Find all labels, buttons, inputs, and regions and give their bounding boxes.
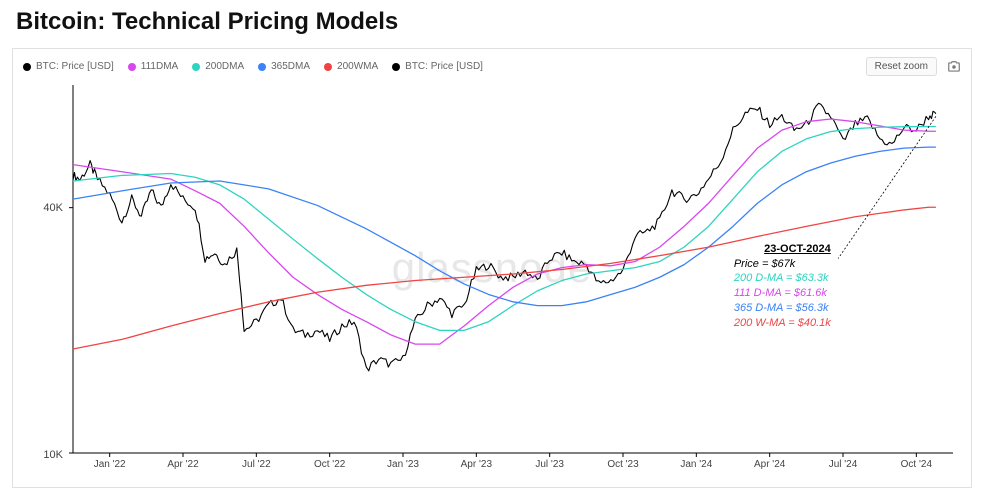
legend-dot-icon [258, 63, 266, 71]
callout-line [838, 116, 936, 258]
legend-controls: Reset zoom [866, 57, 961, 76]
legend-item[interactable]: 111DMA [128, 61, 178, 72]
x-tick-label: Jan '24 [680, 459, 712, 470]
legend-dot-icon [324, 63, 332, 71]
legend-item[interactable]: 200WMA [324, 61, 378, 72]
plot-area: 23-OCT-2024Price = $67k200 D-MA = $63.3k… [73, 85, 953, 453]
legend-label: BTC: Price [USD] [36, 61, 114, 72]
y-axis: 10K40K [13, 85, 69, 453]
x-tick-label: Oct '23 [607, 459, 638, 470]
camera-icon[interactable] [947, 60, 961, 74]
annotation-line: Price = $67k [734, 257, 831, 272]
reset-zoom-button[interactable]: Reset zoom [866, 57, 937, 76]
x-tick-label: Apr '24 [754, 459, 785, 470]
x-axis: Jan '22 Apr '22 Jul '22 Oct '22 Jan '23 Apr '… [73, 459, 953, 477]
legend-dot-icon [23, 63, 31, 71]
legend-row: BTC: Price [USD] 111DMA 200DMA 365DMA 200WMA… [13, 49, 971, 80]
annotation-date: 23-OCT-2024 [734, 242, 831, 257]
page-title: Bitcoin: Technical Pricing Models [0, 0, 984, 48]
legend-dot-icon [128, 63, 136, 71]
x-tick-label: Apr '23 [461, 459, 492, 470]
annotation-line: 365 D-MA = $56.3k [734, 301, 831, 316]
legend-label: 365DMA [271, 61, 310, 72]
legend-item[interactable]: BTC: Price [USD] [392, 61, 483, 72]
x-tick-label: Jan '23 [387, 459, 419, 470]
x-tick-label: Jul '24 [829, 459, 858, 470]
annotation-line: 200 D-MA = $63.3k [734, 271, 831, 286]
annotation-line: 111 D-MA = $61.6k [734, 286, 831, 301]
y-tick-label: 10K [43, 449, 63, 461]
x-tick-label: Apr '22 [167, 459, 198, 470]
annotation-box: 23-OCT-2024Price = $67k200 D-MA = $63.3k… [734, 242, 831, 331]
x-tick-label: Jul '23 [535, 459, 564, 470]
legend-items: BTC: Price [USD] 111DMA 200DMA 365DMA 200WMA… [23, 61, 483, 72]
x-tick-label: Oct '22 [314, 459, 345, 470]
x-tick-label: Jul '22 [242, 459, 271, 470]
x-tick-label: Oct '24 [901, 459, 932, 470]
x-tick-label: Jan '22 [94, 459, 126, 470]
legend-label: 111DMA [141, 61, 178, 72]
legend-item[interactable]: 365DMA [258, 61, 310, 72]
annotation-line: 200 W-MA = $40.1k [734, 316, 831, 331]
legend-item[interactable]: 200DMA [192, 61, 244, 72]
legend-dot-icon [192, 63, 200, 71]
legend-label: 200WMA [337, 61, 378, 72]
legend-dot-icon [392, 63, 400, 71]
legend-item[interactable]: BTC: Price [USD] [23, 61, 114, 72]
legend-label: BTC: Price [USD] [405, 61, 483, 72]
legend-label: 200DMA [205, 61, 244, 72]
y-tick-label: 40K [43, 202, 63, 214]
chart-container: BTC: Price [USD] 111DMA 200DMA 365DMA 200WMA… [12, 48, 972, 488]
